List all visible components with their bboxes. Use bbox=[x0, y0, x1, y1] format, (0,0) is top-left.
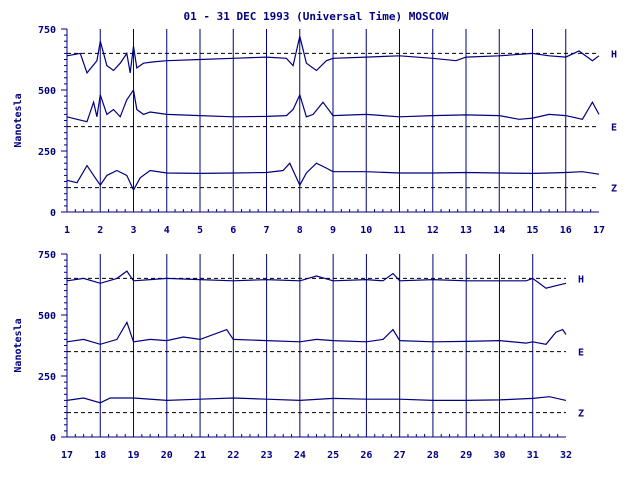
x-tick-label: 26 bbox=[360, 450, 372, 461]
x-tick-label: 31 bbox=[527, 450, 539, 461]
series-z-line bbox=[66, 162, 600, 192]
x-tick-label: 8 bbox=[297, 225, 303, 236]
x-tick-label: 1 bbox=[64, 225, 70, 236]
y-tick-label: 750 bbox=[38, 250, 56, 261]
y-axis-label: Nanotesla bbox=[13, 93, 24, 147]
x-tick-label: 25 bbox=[327, 450, 339, 461]
x-tick-label: 18 bbox=[94, 450, 106, 461]
y-tick-label: 500 bbox=[38, 86, 56, 97]
x-tick-label: 9 bbox=[330, 225, 336, 236]
x-tick-label: 11 bbox=[393, 225, 405, 236]
x-tick-label: 10 bbox=[360, 225, 372, 236]
chart-title: 01 - 31 DEC 1993 (Universal Time) MOSCOW bbox=[184, 10, 449, 23]
x-tick-label: 7 bbox=[263, 225, 269, 236]
y-tick-label: 0 bbox=[50, 208, 56, 219]
series-h-line bbox=[66, 36, 600, 75]
x-tick-label: 12 bbox=[427, 225, 439, 236]
x-tick-label: 3 bbox=[130, 225, 136, 236]
x-tick-label: 14 bbox=[493, 225, 505, 236]
y-tick-label: 250 bbox=[38, 147, 56, 158]
series-e-label: E bbox=[611, 123, 617, 134]
series-e-label: E bbox=[578, 348, 584, 359]
series-h-line bbox=[66, 270, 567, 289]
x-tick-label: 17 bbox=[61, 450, 73, 461]
y-axis-label: Nanotesla bbox=[13, 318, 24, 372]
x-tick-label: 22 bbox=[227, 450, 239, 461]
series-z-label: Z bbox=[611, 184, 617, 195]
x-tick-label: 16 bbox=[560, 225, 572, 236]
x-tick-label: 24 bbox=[294, 450, 306, 461]
x-tick-label: 5 bbox=[197, 225, 203, 236]
series-e-line bbox=[66, 88, 600, 123]
x-tick-label: 30 bbox=[493, 450, 505, 461]
series-z-line bbox=[66, 396, 567, 404]
x-tick-label: 29 bbox=[460, 450, 472, 461]
x-tick-label: 17 bbox=[593, 225, 605, 236]
x-tick-label: 28 bbox=[427, 450, 439, 461]
x-tick-label: 19 bbox=[128, 450, 140, 461]
x-tick-label: 23 bbox=[261, 450, 273, 461]
panel-2: 0 250 500 750 Nanotesla 17 18 19 20 21 22 23 24 25 26 2… bbox=[13, 250, 584, 461]
x-tick-label: 13 bbox=[460, 225, 472, 236]
y-tick-label: 250 bbox=[38, 372, 56, 383]
y-tick-label: 750 bbox=[38, 25, 56, 36]
x-tick-label: 15 bbox=[526, 225, 538, 236]
y-tick-label: 0 bbox=[50, 433, 56, 444]
x-tick-label: 20 bbox=[161, 450, 173, 461]
x-tick-label: 27 bbox=[394, 450, 406, 461]
x-tick-label: 4 bbox=[164, 225, 170, 236]
x-tick-label: 2 bbox=[97, 225, 103, 236]
series-h-label: H bbox=[611, 49, 617, 60]
x-tick-label: 21 bbox=[194, 450, 206, 461]
x-tick-label: 32 bbox=[560, 450, 572, 461]
series-e-line bbox=[66, 320, 567, 345]
series-z-label: Z bbox=[578, 409, 584, 420]
x-tick-label: 6 bbox=[230, 225, 236, 236]
y-tick-label: 500 bbox=[38, 311, 56, 322]
series-h-label: H bbox=[578, 274, 584, 285]
